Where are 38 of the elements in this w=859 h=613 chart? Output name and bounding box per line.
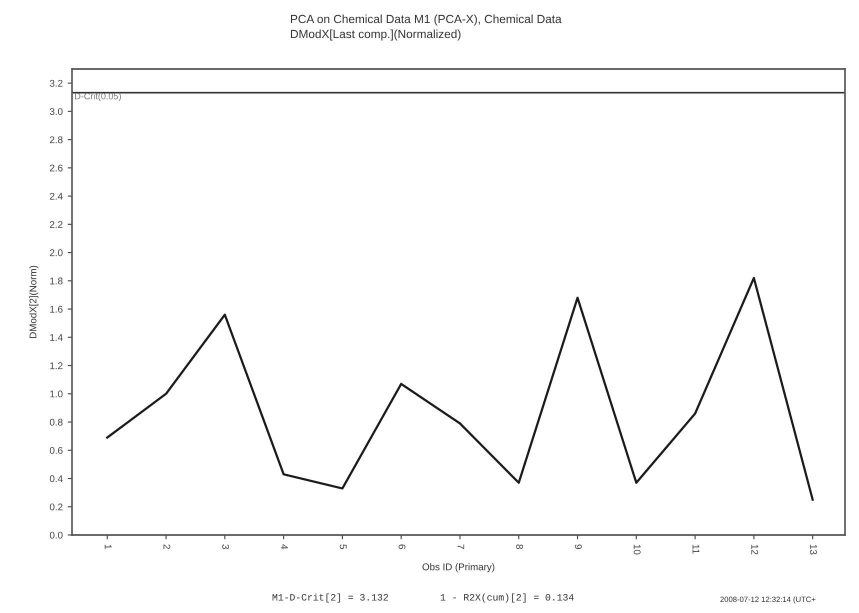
x-tick-label: 11 <box>692 544 700 554</box>
y-tick-label: 3.2 <box>50 80 62 87</box>
y-tick-label: 1.2 <box>50 362 62 370</box>
y-tick-label: 3.0 <box>50 108 63 115</box>
y-tick-label: 2.4 <box>50 192 63 200</box>
y-tick-label: 2.0 <box>50 249 63 256</box>
x-tick-label: 2 <box>164 544 170 549</box>
ref-line-label: D-Crit(0.05) <box>75 92 121 102</box>
x-tick-label: 8 <box>516 544 524 550</box>
x-axis-title: Obs ID (Primary) <box>422 563 494 572</box>
x-tick-label: 6 <box>398 544 406 550</box>
y-tick-label: 1.8 <box>50 278 63 284</box>
y-tick-label: 0.4 <box>50 475 63 482</box>
x-tick-label: 4 <box>281 544 288 550</box>
x-tick-label: 10 <box>634 544 641 554</box>
y-tick-label: 1.6 <box>50 306 63 313</box>
y-tick-label: 1.4 <box>50 334 63 341</box>
x-tick-label: 3 <box>222 544 230 550</box>
x-tick-label: 13 <box>810 544 817 554</box>
x-tick-label: 12 <box>751 544 758 554</box>
y-tick-label: 2.6 <box>50 164 63 172</box>
chart-title: PCA on Chemical Data M1 (PCA-X), Chemical Data <box>290 14 562 26</box>
y-axis-title: DModX[2](Norm) <box>29 266 38 338</box>
x-tick-label: 5 <box>340 544 347 550</box>
y-tick-label: 0.2 <box>50 503 62 510</box>
y-tick-label: 2.2 <box>50 221 62 228</box>
line-series <box>106 276 814 501</box>
x-tick-label: 7 <box>457 544 464 549</box>
y-tick-label: 0.0 <box>50 532 63 539</box>
x-tick-label: 1 <box>104 544 112 549</box>
y-tick-label: 2.8 <box>50 136 63 144</box>
chart-subtitle: DModX[Last comp.](Normalized) <box>290 30 460 40</box>
y-tick-label: 1.0 <box>50 390 63 398</box>
text: M1-D-Crit[2] = 3.132 <box>272 593 388 603</box>
x-tick-label: 9 <box>574 544 582 549</box>
y-tick-label: 0.6 <box>50 447 63 454</box>
text: 1 - R2X(cum)[2] = 0.134 <box>440 593 574 603</box>
y-tick-label: 0.8 <box>50 418 63 426</box>
